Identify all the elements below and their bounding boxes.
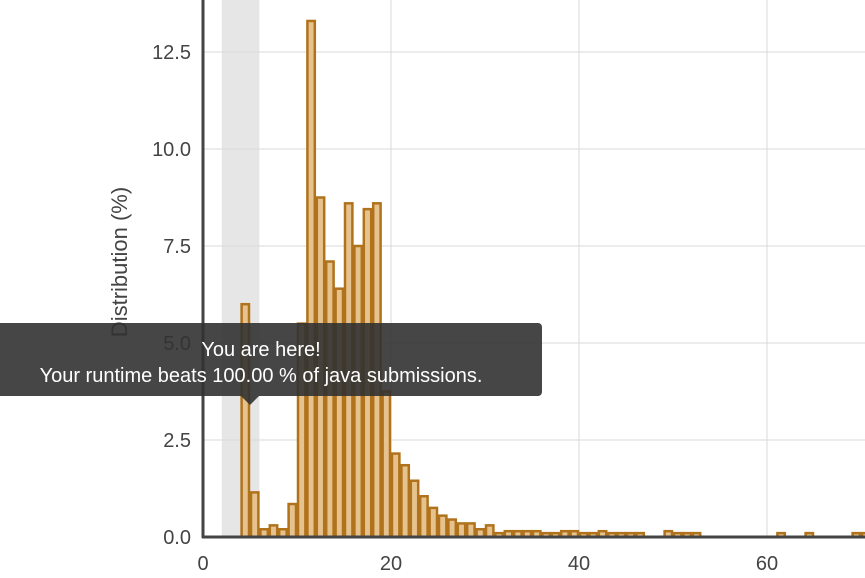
histogram-bar [409,479,420,539]
histogram-bar [437,514,448,539]
tooltip-title: You are here! [201,339,321,361]
x-tick-label: 40 [568,553,590,575]
histogram-bar [465,522,476,539]
histogram-bar [418,495,429,539]
histogram-bar [400,463,411,539]
histogram-bar [324,260,335,539]
histogram-bar [860,531,865,539]
y-tick-label: 7.5 [163,236,191,258]
histogram-bar [428,506,439,539]
histogram-bar [390,452,401,539]
histogram-bar [484,524,495,539]
y-axis-title: Distribution (%) [107,187,132,337]
histogram-bar [306,19,317,539]
histogram-bar [456,522,467,539]
you-are-here-tooltip: You are here! Your runtime beats 100.00 … [0,323,542,396]
histogram-bar [287,502,298,539]
histogram-bar [249,491,260,539]
x-tick-label: 0 [197,553,208,575]
y-tick-label: 12.5 [152,42,191,64]
histogram-bar [381,390,392,539]
y-tick-label: 2.5 [163,430,191,452]
y-tick-label: 10.0 [152,139,191,161]
x-tick-label: 20 [380,553,402,575]
bars-layer [240,19,865,539]
tooltip-message: Your runtime beats 100.00 % of java subm… [39,365,483,387]
tooltip-arrow [241,396,259,405]
histogram-bar [268,524,279,539]
x-tick-label: 60 [756,553,778,575]
y-tick-label: 0.0 [163,527,191,549]
histogram-bar [447,518,458,539]
axis-layer [201,0,865,539]
